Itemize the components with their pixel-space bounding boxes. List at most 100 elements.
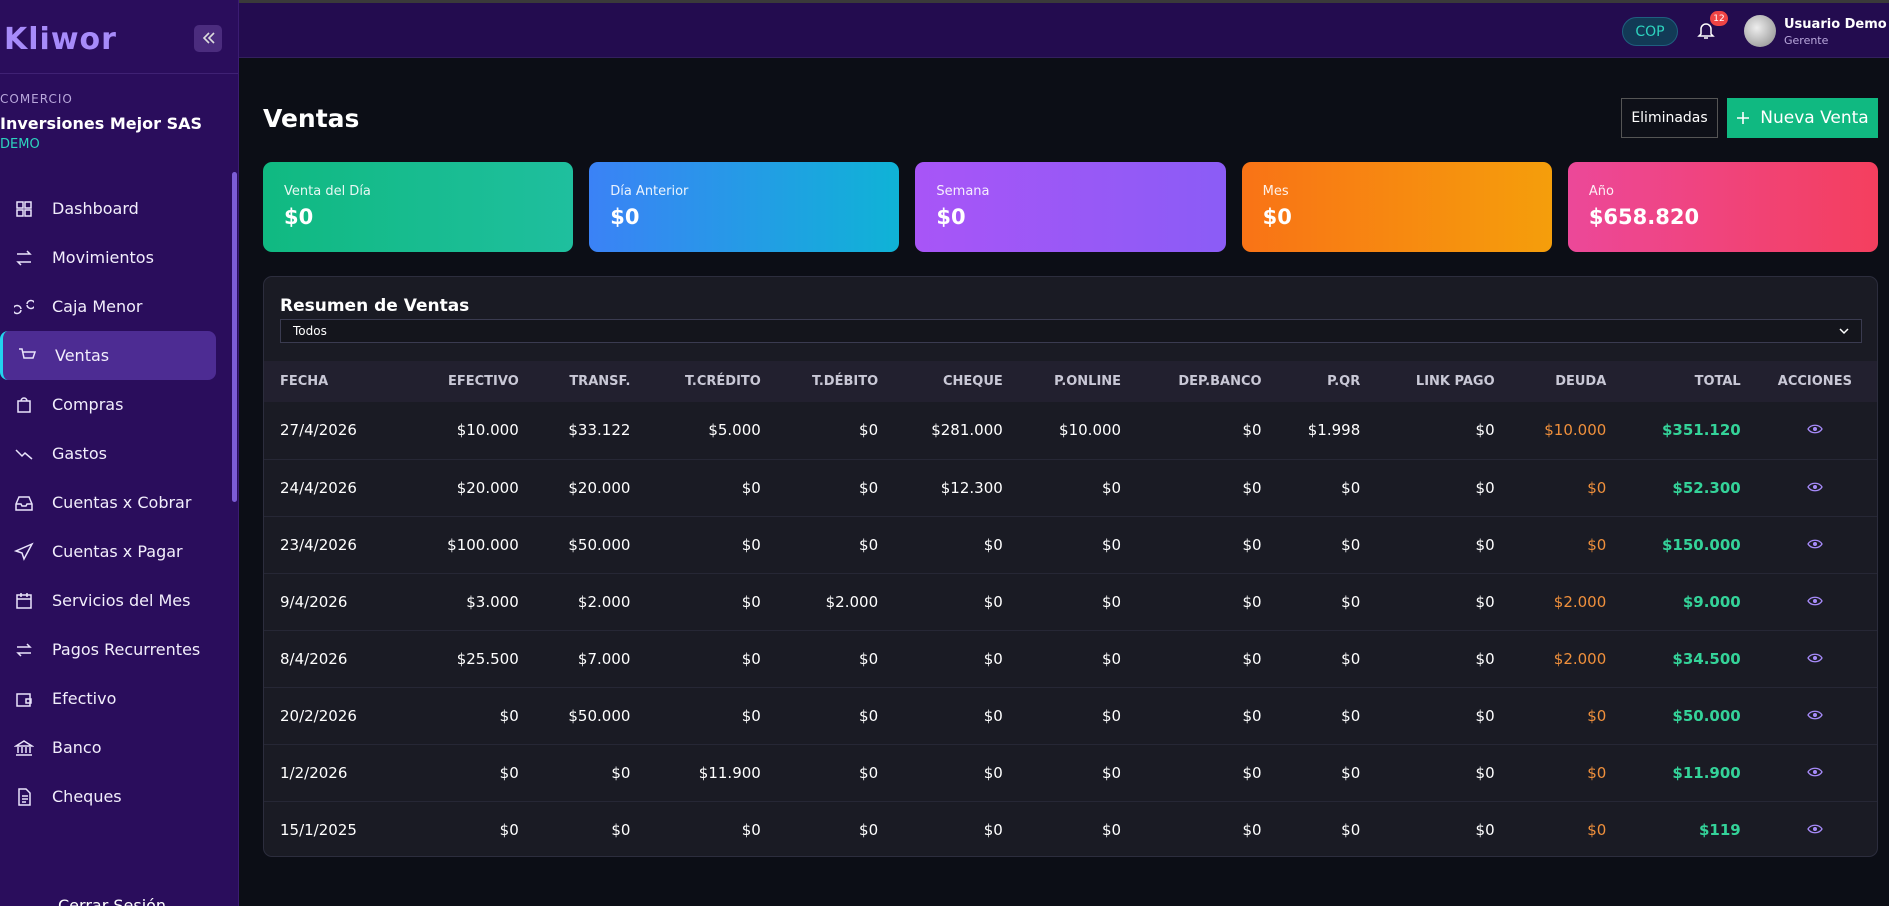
cell: $10.000	[1504, 402, 1617, 460]
cell: $150.000	[1616, 516, 1751, 574]
menu-item[interactable]: Caja Menor	[0, 282, 216, 331]
menu-icon	[15, 495, 33, 511]
view-icon[interactable]	[1807, 538, 1823, 550]
cell: $0	[1131, 801, 1272, 856]
cell: $0	[528, 801, 641, 856]
logout[interactable]: Cerrar Sesión	[58, 896, 167, 906]
cell: $25.500	[404, 630, 529, 688]
menu-item[interactable]: Compras	[0, 380, 216, 429]
stat-card: Semana $0	[915, 162, 1226, 252]
divider	[0, 73, 238, 74]
cell: $0	[1012, 744, 1132, 802]
cell: $3.000	[404, 573, 529, 631]
new-sale-button[interactable]: Nueva Venta	[1727, 98, 1878, 138]
collapse-button[interactable]	[194, 25, 222, 52]
topbar: COP 12 Usuario Demo Gerente	[239, 0, 1889, 58]
cell: $0	[1271, 801, 1371, 856]
deleted-button[interactable]: Eliminadas	[1621, 98, 1718, 138]
cell: $0	[888, 516, 1013, 574]
menu-label: Caja Menor	[52, 297, 143, 316]
cell: $0	[1504, 801, 1617, 856]
cell: $0	[888, 573, 1013, 631]
filter-value: Todos	[293, 324, 327, 338]
cell: $11.900	[640, 744, 771, 802]
column-header: LINK PAGO	[1370, 361, 1505, 402]
cell: $0	[770, 687, 889, 745]
table-title: Resumen de Ventas	[280, 296, 470, 316]
menu-item[interactable]: Banco	[0, 723, 216, 772]
cell: $0	[1131, 516, 1272, 574]
menu-label: Compras	[52, 395, 124, 414]
cell: $9.000	[1616, 573, 1751, 631]
menu-item[interactable]: Cheques	[0, 772, 216, 821]
view-icon[interactable]	[1807, 766, 1823, 778]
actions-cell	[1750, 630, 1877, 688]
menu-item[interactable]: Dashboard	[0, 184, 216, 233]
cell: $0	[1012, 801, 1132, 856]
view-icon[interactable]	[1807, 481, 1823, 493]
user-name: Usuario Demo	[1784, 17, 1887, 32]
cell: $0	[1370, 687, 1505, 745]
cell: $2.000	[1504, 630, 1617, 688]
bell-icon[interactable]	[1697, 20, 1715, 40]
actions-cell	[1750, 801, 1877, 856]
header-row: FECHA EFECTIVO TRANSF. T.CRÉDITO T.DÉBITO CHE…	[264, 361, 1877, 402]
actions-cell	[1750, 687, 1877, 745]
cell: $0	[1131, 687, 1272, 745]
cell: $0	[770, 630, 889, 688]
cell: $0	[1370, 630, 1505, 688]
cell: $0	[1131, 402, 1272, 460]
stat-card: Año $658.820	[1567, 162, 1879, 252]
cell: $0	[1271, 687, 1371, 745]
card-value: $0	[610, 205, 640, 229]
cell: $0	[1504, 744, 1617, 802]
menu-label: Efectivo	[52, 689, 117, 708]
view-icon[interactable]	[1807, 823, 1823, 835]
avatar[interactable]	[1744, 15, 1776, 47]
actions-cell	[1750, 744, 1877, 802]
menu-item[interactable]: Servicios del Mes	[0, 576, 216, 625]
cell: $0	[528, 744, 641, 802]
view-icon[interactable]	[1807, 423, 1823, 435]
cell: $0	[1012, 459, 1132, 517]
cell: $10.000	[404, 402, 529, 460]
menu-item[interactable]: Movimientos	[0, 233, 216, 282]
actions-cell	[1750, 459, 1877, 517]
cell: $0	[640, 687, 771, 745]
menu-item[interactable]: Cuentas x Pagar	[0, 527, 216, 576]
cell: $0	[404, 801, 529, 856]
menu-icon	[14, 299, 34, 314]
cell: $281.000	[888, 402, 1013, 460]
commerce-badge: DEMO	[0, 137, 40, 152]
menu-icon	[14, 541, 34, 561]
view-icon[interactable]	[1807, 595, 1823, 607]
cell: $10.000	[1012, 402, 1132, 460]
menu-item[interactable]: Ventas	[0, 331, 216, 380]
menu-item[interactable]: Gastos	[0, 429, 216, 478]
cell: $2.000	[770, 573, 889, 631]
menu-label: Ventas	[55, 346, 110, 365]
cell: $0	[888, 801, 1013, 856]
menu-label: Cuentas x Cobrar	[52, 493, 192, 512]
cell: 1/2/2026	[264, 744, 405, 802]
cell: $0	[1131, 573, 1272, 631]
cell: $0	[770, 801, 889, 856]
cell: $0	[1504, 687, 1617, 745]
card-value: $0	[1262, 205, 1292, 229]
cell: $0	[1131, 744, 1272, 802]
view-icon[interactable]	[1807, 652, 1823, 664]
menu-item[interactable]: Cuentas x Cobrar	[0, 478, 216, 527]
currency[interactable]: COP	[1622, 17, 1678, 46]
cell: $0	[888, 744, 1013, 802]
cell: $0	[1012, 516, 1132, 574]
menu-item[interactable]: Efectivo	[0, 674, 216, 723]
menu-item[interactable]: Pagos Recurrentes	[0, 625, 216, 674]
cell: 24/4/2026	[264, 459, 405, 517]
cell: $0	[640, 516, 771, 574]
column-header: TOTAL	[1616, 361, 1751, 402]
menu-label: Banco	[52, 738, 102, 757]
filter-select[interactable]: Todos	[280, 319, 1862, 343]
column-header: CHEQUE	[888, 361, 1013, 402]
view-icon[interactable]	[1807, 709, 1823, 721]
